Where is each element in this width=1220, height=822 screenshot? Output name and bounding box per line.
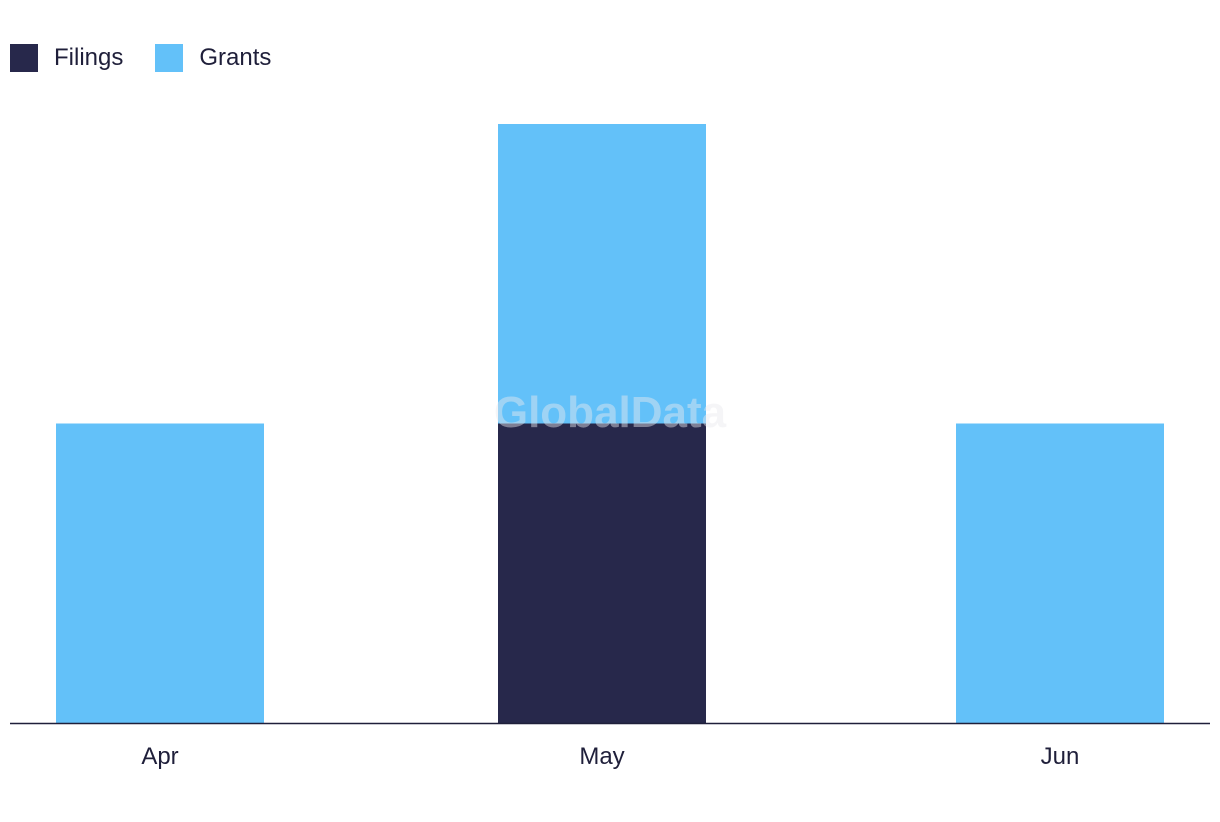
legend: Filings Grants xyxy=(10,44,303,72)
bars-group xyxy=(56,124,1164,723)
x-tick-label-jun: Jun xyxy=(1041,743,1080,770)
legend-label-filings: Filings xyxy=(54,44,124,71)
legend-swatch-grants xyxy=(155,44,184,72)
legend-swatch-filings xyxy=(10,44,38,72)
bar-filings-may xyxy=(498,423,706,723)
watermark-logo: GlobalData xyxy=(494,388,727,437)
bar-grants-may xyxy=(498,124,706,424)
legend-item-grants: Grants xyxy=(155,44,271,72)
x-tick-label-may: May xyxy=(579,743,624,770)
x-tick-label-apr: Apr xyxy=(141,743,178,770)
legend-item-filings: Filings xyxy=(10,44,123,72)
x-tick-labels: Apr May Jun xyxy=(141,743,1079,770)
legend-label-grants: Grants xyxy=(199,44,272,71)
bar-grants-jun xyxy=(956,423,1164,723)
bar-grants-apr xyxy=(56,423,264,723)
